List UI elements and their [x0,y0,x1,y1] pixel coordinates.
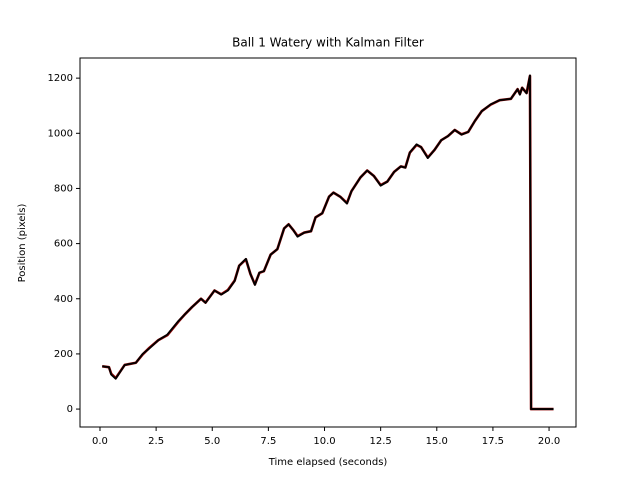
y-tick-label: 400 [54,294,73,305]
y-tick-label: 200 [54,349,73,360]
x-tick-label: 15.0 [426,436,448,447]
x-tick-label: 20.0 [538,436,560,447]
chart-title: Ball 1 Watery with Kalman Filter [232,36,424,50]
plot-frame [79,57,577,428]
x-tick-label: 0.0 [92,436,108,447]
x-tick-label: 12.5 [370,436,392,447]
y-tick-label: 1200 [48,73,73,84]
x-tick-label: 17.5 [482,436,504,447]
y-tick-label: 1000 [48,128,73,139]
y-axis-label: Position (pixels) [17,204,28,283]
x-tick-label: 7.5 [260,436,276,447]
line [102,74,554,411]
x-tick-label: 10.0 [313,436,335,447]
y-tick-label: 0 [67,404,73,415]
x-tick-label: 5.0 [204,436,220,447]
x-tick-label: 2.5 [148,436,164,447]
line [102,74,554,410]
y-tick-label: 800 [54,183,73,194]
y-tick-label: 600 [54,239,73,250]
x-axis-label: Time elapsed (seconds) [268,457,388,468]
